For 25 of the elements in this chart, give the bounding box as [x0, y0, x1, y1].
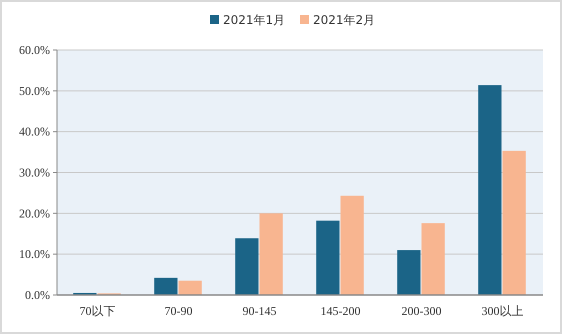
- bar: [478, 85, 502, 295]
- bar: [154, 278, 178, 295]
- x-tick-label: 90-145: [242, 304, 276, 318]
- y-tick-label: 30.0%: [19, 166, 50, 180]
- y-tick-label: 60.0%: [19, 43, 50, 57]
- x-tick-label: 200-300: [402, 304, 442, 318]
- bar: [316, 220, 340, 295]
- bar: [235, 238, 258, 295]
- y-tick-label: 20.0%: [19, 206, 50, 220]
- bar: [178, 280, 202, 295]
- y-tick-label: 50.0%: [19, 84, 50, 98]
- x-tick-label: 70以下: [80, 304, 116, 318]
- y-tick-label: 10.0%: [19, 247, 50, 262]
- x-tick-label: 300以上: [482, 304, 524, 318]
- bar: [340, 196, 364, 295]
- y-tick-label: 40.0%: [19, 124, 50, 139]
- y-tick-label: 0.0%: [25, 288, 50, 302]
- bar: [502, 150, 526, 295]
- x-tick-label: 145-200: [320, 304, 360, 318]
- legend-label: 2021年2月: [313, 13, 376, 27]
- legend-label: 2021年1月: [223, 13, 286, 27]
- bar: [422, 223, 445, 295]
- bar: [260, 213, 283, 295]
- bar: [397, 250, 420, 295]
- x-tick-label: 70-90: [164, 304, 192, 318]
